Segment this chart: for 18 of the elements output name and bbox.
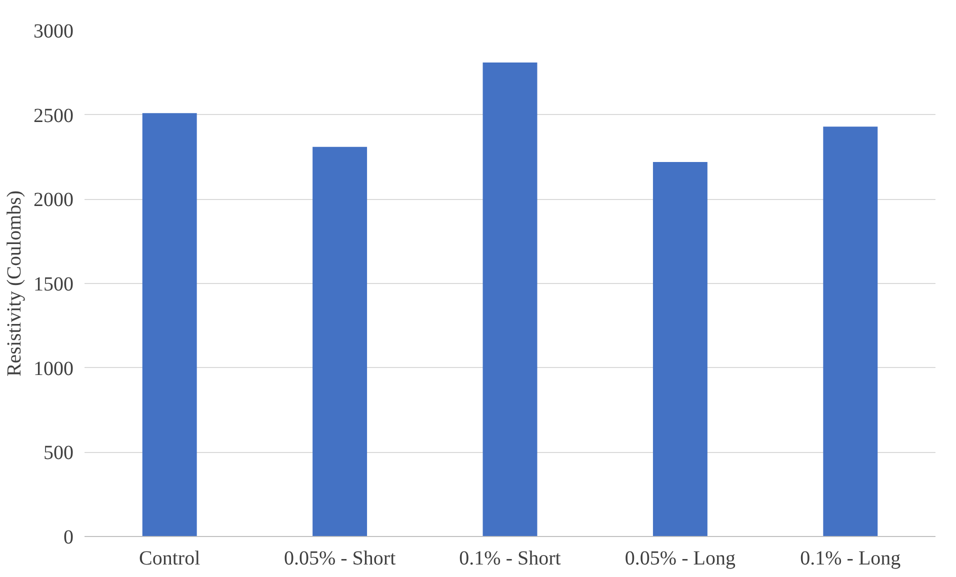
x-tick-label: Control — [139, 548, 201, 570]
x-tick-label: 0.1% - Short — [459, 548, 562, 570]
y-axis-title: Resistivity (Coulombs) — [4, 190, 26, 377]
bar — [652, 162, 708, 536]
y-tick-label: 1500 — [34, 274, 74, 296]
x-tick-label: 0.05% - Short — [284, 548, 396, 570]
x-tick-label: 0.05% - Long — [624, 548, 736, 570]
y-tick-label: 1000 — [34, 358, 74, 380]
bar — [823, 126, 878, 536]
y-tick-label: 0 — [64, 526, 74, 548]
bar — [312, 146, 368, 536]
y-tick-label: 2500 — [34, 104, 74, 127]
x-tick-label: 0.1% - Long — [800, 548, 901, 570]
bar — [142, 113, 197, 536]
y-tick-label: 3000 — [34, 20, 74, 42]
bar — [482, 62, 538, 536]
y-tick-label: 500 — [44, 442, 74, 464]
y-tick-label: 2000 — [34, 189, 74, 212]
